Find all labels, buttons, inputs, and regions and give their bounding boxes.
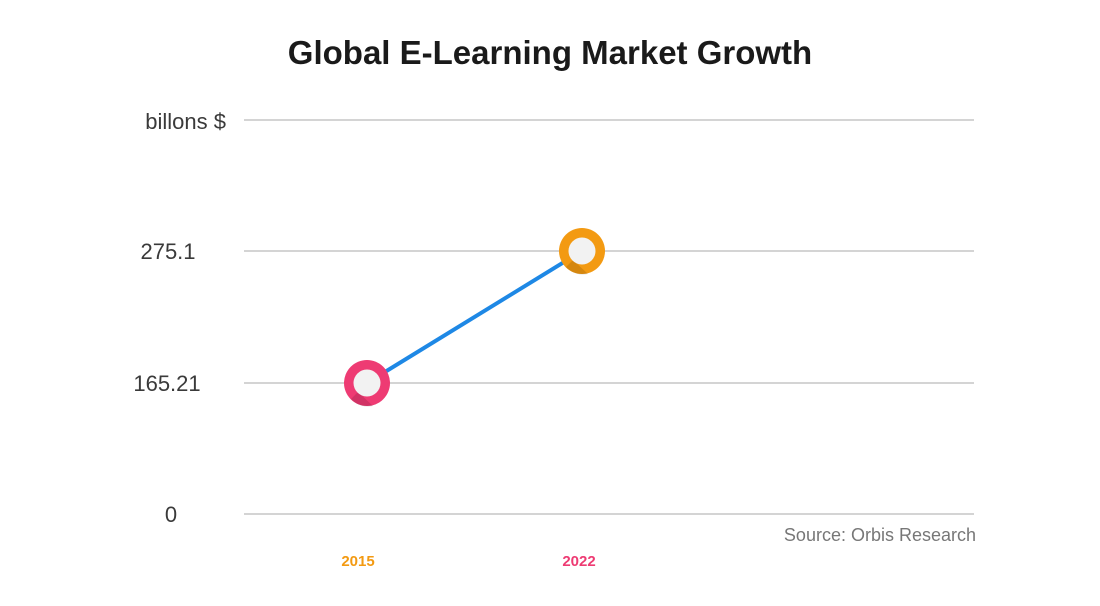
x-tick-label: 2015 — [341, 553, 374, 570]
source-note: Source: Orbis Research — [784, 525, 976, 545]
y-tick-label: 165.21 — [133, 371, 200, 396]
series-lines — [365, 249, 584, 385]
data-point — [344, 360, 390, 407]
data-point — [559, 228, 605, 275]
data-points — [344, 228, 605, 407]
y-axis-label: billons $ — [145, 109, 226, 134]
chart-title: Global E-Learning Market Growth — [288, 34, 812, 71]
y-tick-label: 275.1 — [140, 239, 195, 264]
x-tick-label: 2022 — [562, 553, 595, 570]
x-tick-labels: 2015 2022 — [341, 553, 595, 570]
series-line — [365, 249, 584, 385]
y-tick-label: 0 — [165, 502, 177, 527]
y-tick-labels: 0 165.21 275.1 — [133, 239, 200, 527]
grid-lines — [244, 119, 974, 515]
